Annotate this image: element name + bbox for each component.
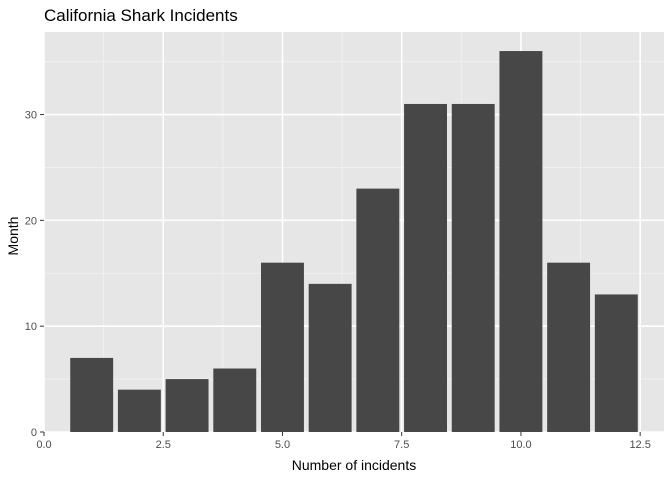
y-tick-label: 10 <box>25 321 37 333</box>
bar <box>165 379 209 432</box>
bar <box>70 357 114 432</box>
chart-title: California Shark Incidents <box>44 6 238 25</box>
bar <box>213 368 257 432</box>
x-tick-label: 12.5 <box>629 439 650 451</box>
y-tick-label: 20 <box>25 215 37 227</box>
x-axis-title: Number of incidents <box>292 457 417 473</box>
x-tick-label: 7.5 <box>394 439 409 451</box>
bar <box>451 103 495 432</box>
x-tick-label: 0.0 <box>36 439 51 451</box>
bar <box>499 51 543 433</box>
bar <box>356 188 400 432</box>
y-axis: 0 10 20 30 <box>25 110 44 439</box>
x-tick-label: 5.0 <box>275 439 290 451</box>
y-tick-label: 0 <box>31 427 37 439</box>
bar <box>308 283 352 432</box>
bars <box>70 51 638 433</box>
bar <box>117 389 161 432</box>
y-tick-label: 30 <box>25 110 37 122</box>
x-tick-label: 2.5 <box>156 439 171 451</box>
y-axis-title: Month <box>5 217 21 256</box>
x-axis: 0.0 2.5 5.0 7.5 10.0 12.5 <box>36 432 651 451</box>
bar <box>404 103 447 432</box>
x-tick-label: 10.0 <box>510 439 531 451</box>
bar <box>594 294 638 432</box>
bar <box>261 262 304 432</box>
bar <box>547 262 591 432</box>
